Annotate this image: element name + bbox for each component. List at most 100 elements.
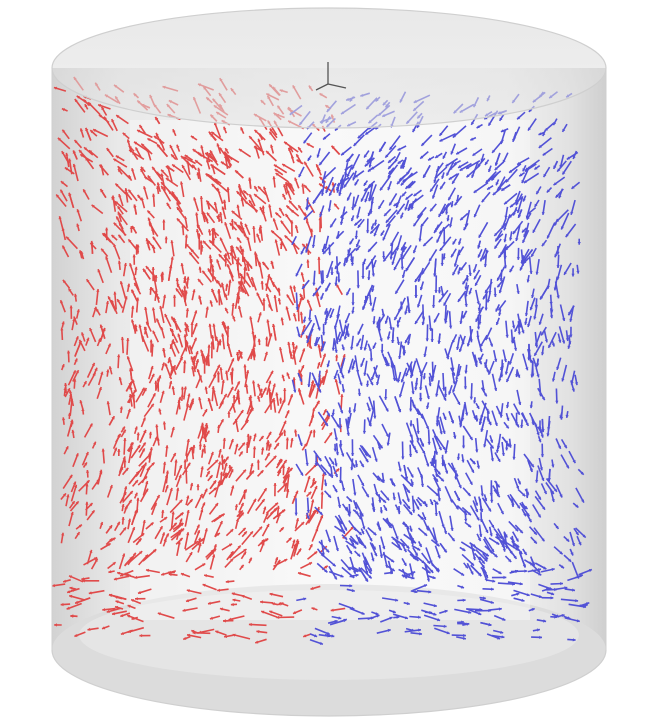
downward-arrow: [307, 372, 312, 388]
upward-arrow: [286, 294, 295, 306]
upward-arrow: [235, 469, 247, 482]
upward-arrow: [135, 387, 146, 403]
downward-arrow: [513, 340, 518, 351]
downward-arrow: [508, 163, 522, 174]
downward-arrow: [380, 490, 390, 501]
downward-arrow: [458, 238, 462, 245]
downward-arrow: [337, 272, 341, 283]
downward-arrow: [567, 305, 575, 316]
upward-arrow: [227, 357, 235, 373]
downward-arrow: [538, 583, 553, 590]
upward-arrow: [224, 147, 230, 154]
upward-arrow: [303, 475, 311, 493]
upward-arrow: [121, 486, 128, 502]
downward-arrow: [428, 315, 433, 331]
downward-arrow: [483, 536, 495, 553]
upward-arrow: [260, 537, 269, 545]
upward-arrow: [212, 364, 221, 377]
downward-arrow: [530, 536, 538, 545]
downward-arrow: [348, 407, 352, 414]
downward-arrow: [523, 559, 534, 566]
upward-arrow: [124, 499, 133, 511]
downward-arrow: [519, 502, 531, 517]
downward-arrow: [327, 619, 338, 624]
upward-arrow: [276, 459, 288, 474]
downward-arrow: [497, 528, 506, 543]
downward-arrow: [510, 412, 520, 428]
upward-arrow: [106, 401, 111, 416]
upward-arrow: [82, 461, 88, 468]
upward-arrow: [147, 217, 154, 230]
downward-arrow: [534, 495, 546, 511]
upward-arrow: [236, 204, 241, 218]
downward-arrow: [365, 529, 373, 542]
downward-arrow: [345, 418, 350, 436]
upward-arrow: [60, 602, 71, 607]
upward-arrow: [184, 322, 188, 330]
downward-arrow: [534, 199, 540, 208]
downward-arrow: [353, 218, 363, 227]
upward-arrow: [92, 306, 97, 318]
upward-arrow: [269, 592, 284, 598]
downward-arrow: [512, 443, 516, 460]
upward-arrow: [133, 492, 138, 499]
downward-arrow: [346, 166, 353, 178]
downward-arrow: [303, 209, 314, 221]
downward-arrow: [522, 353, 529, 371]
downward-arrow: [478, 496, 484, 513]
upward-arrow: [231, 210, 243, 221]
downward-arrow: [409, 396, 413, 412]
downward-arrow: [469, 383, 473, 400]
downward-arrow: [450, 367, 456, 377]
upward-arrow: [123, 459, 127, 468]
downward-arrow: [317, 370, 321, 387]
upward-arrow: [289, 183, 295, 192]
downward-arrow: [459, 162, 472, 172]
upward-arrow: [278, 207, 285, 217]
downward-arrow: [540, 483, 548, 495]
downward-arrow: [431, 473, 439, 483]
upward-arrow: [176, 541, 181, 557]
upward-arrow: [119, 526, 127, 536]
upward-arrow: [179, 181, 185, 198]
downward-arrow: [378, 544, 383, 559]
upward-arrow: [243, 489, 247, 500]
downward-arrow: [403, 601, 410, 606]
upward-arrow: [112, 434, 121, 450]
upward-arrow: [297, 572, 311, 578]
upward-arrow: [277, 297, 281, 305]
downward-arrow: [461, 553, 475, 567]
upward-arrow: [107, 561, 117, 570]
downward-arrow: [321, 182, 326, 196]
upward-arrow: [170, 240, 175, 257]
downward-arrow: [421, 511, 427, 521]
downward-arrow: [546, 187, 553, 194]
downward-arrow: [328, 182, 337, 197]
downward-arrow: [304, 448, 309, 466]
upward-arrow: [283, 184, 288, 195]
downward-arrow: [402, 157, 407, 169]
downward-arrow: [437, 287, 442, 294]
upward-arrow: [288, 200, 299, 211]
downward-arrow: [369, 295, 373, 306]
downward-arrow: [388, 192, 398, 206]
downward-arrow: [295, 463, 304, 477]
upward-arrow: [241, 530, 248, 538]
downward-arrow: [512, 403, 521, 416]
upward-arrow: [306, 299, 313, 311]
downward-arrow: [338, 602, 355, 610]
downward-arrow: [484, 327, 493, 341]
downward-arrow: [468, 287, 473, 295]
upward-arrow: [185, 339, 191, 355]
upward-arrow: [184, 290, 188, 303]
upward-arrow: [186, 498, 194, 507]
upward-arrow: [86, 509, 96, 521]
upward-arrow: [68, 575, 84, 583]
upward-arrow: [121, 516, 125, 525]
downward-arrow: [522, 195, 527, 202]
upward-arrow: [273, 164, 288, 174]
downward-arrow: [333, 428, 338, 441]
upward-arrow: [276, 458, 283, 466]
upward-arrow: [254, 253, 261, 268]
upward-arrow: [278, 420, 287, 436]
